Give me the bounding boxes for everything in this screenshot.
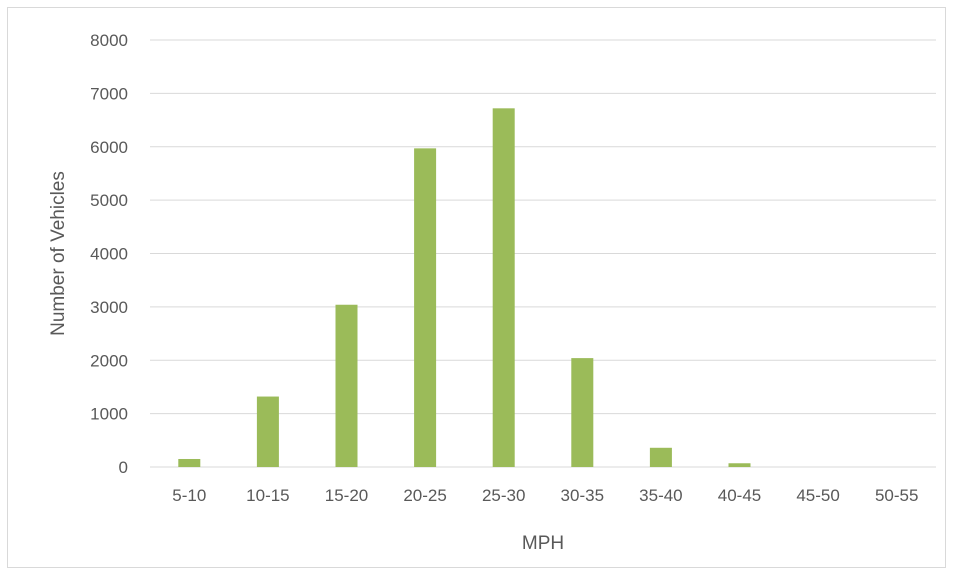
x-tick-label: 20-25 — [403, 486, 446, 505]
bar-25-30 — [492, 108, 515, 467]
bar-30-35 — [571, 358, 594, 467]
x-tick-label: 45-50 — [796, 486, 839, 505]
y-tick-label: 1000 — [90, 405, 128, 424]
x-tick-label: 40-45 — [718, 486, 761, 505]
x-tick-label: 30-35 — [561, 486, 604, 505]
x-axis-ticks: 5-10 10-15 15-20 20-25 25-30 30-35 35-40 40-45 4… — [172, 486, 918, 505]
y-tick-label: 0 — [119, 458, 128, 477]
chart-frame — [7, 7, 946, 568]
y-tick-label: 4000 — [90, 245, 128, 264]
x-axis-title: MPH — [522, 533, 564, 554]
bar-40-45 — [728, 463, 751, 467]
y-tick-label: 6000 — [90, 138, 128, 157]
y-axis-ticks: 0 1000 2000 3000 4000 5000 6000 7000 8000 — [90, 31, 128, 477]
x-tick-label: 50-55 — [875, 486, 918, 505]
x-tick-label: 15-20 — [325, 486, 368, 505]
x-tick-label: 5-10 — [172, 486, 206, 505]
gridlines — [150, 39, 936, 468]
y-tick-label: 8000 — [90, 31, 128, 50]
bar-20-25 — [414, 148, 437, 467]
bar-15-20 — [335, 304, 358, 467]
y-tick-label: 5000 — [90, 191, 128, 210]
x-tick-label: 25-30 — [482, 486, 525, 505]
x-tick-label: 35-40 — [639, 486, 682, 505]
y-tick-label: 7000 — [90, 84, 128, 103]
x-tick-label: 10-15 — [246, 486, 289, 505]
y-tick-label: 3000 — [90, 298, 128, 317]
bars — [178, 108, 751, 467]
y-axis-title: Number of Vehicles — [48, 171, 69, 336]
bar-35-40 — [649, 447, 672, 467]
y-tick-label: 2000 — [90, 351, 128, 370]
bar-5-10 — [178, 458, 201, 467]
bar-10-15 — [256, 396, 279, 467]
